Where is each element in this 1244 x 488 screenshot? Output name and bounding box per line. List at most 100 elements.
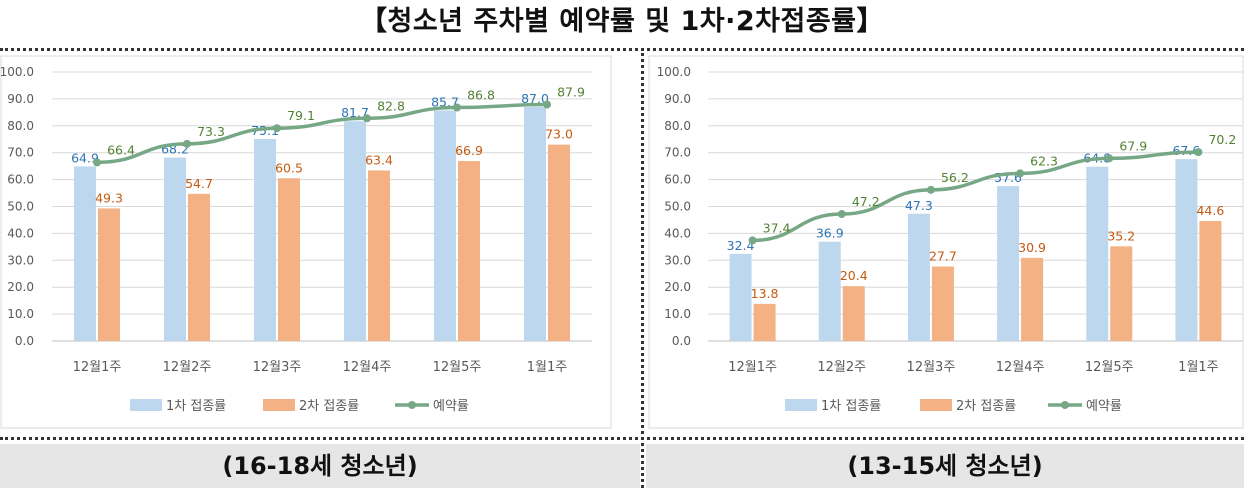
left-x-tick-label: 12월1주: [73, 360, 122, 375]
right-x-tick-label: 12월5주: [1085, 360, 1134, 375]
left-x-tick-label: 12월4주: [343, 360, 392, 375]
right-label-dose1: 36.9: [816, 226, 844, 241]
right-bar-dose2: [931, 266, 954, 341]
left-y-tick-label: 70.0: [7, 146, 34, 160]
right-bar-dose1: [907, 213, 930, 341]
left-x-tick-label: 1월1주: [527, 360, 568, 375]
left-bar-dose1: [74, 166, 96, 341]
left-label-reservation: 82.8: [377, 98, 405, 113]
left-y-tick-label: 40.0: [7, 226, 34, 240]
left-bar-dose2: [548, 144, 570, 341]
right-chart-subtitle: (13-15세 청소년): [847, 452, 1043, 480]
right-y-tick-label: 80.0: [664, 119, 691, 133]
right-label-reservation: 62.3: [1030, 153, 1058, 168]
right-bar-dose1: [1086, 166, 1109, 341]
left-x-tick-label: 12월2주: [163, 360, 212, 375]
left-line-reservation: [95, 102, 549, 165]
left-chart-frame: [0, 55, 612, 429]
right-point-reservation: [1105, 154, 1114, 163]
left-label-dose1: 85.7: [431, 94, 459, 109]
right-bar-dose2: [1110, 246, 1133, 341]
right-x-tick-label: 12월3주: [907, 360, 956, 375]
left-bar-dose1: [524, 106, 546, 341]
left-point-reservation: [543, 100, 551, 109]
left-point-reservation: [453, 103, 461, 112]
right-label-reservation: 37.4: [763, 220, 791, 235]
left-bar-dose1: [434, 110, 456, 341]
left-y-tick-label: 20.0: [7, 280, 34, 294]
left-legend-label-reservation: 예약률: [433, 399, 469, 414]
right-legend-marker-reservation: [1061, 401, 1069, 409]
left-y-tick-label: 80.0: [7, 119, 34, 133]
right-legend-label-dose1: 1차 접종률: [821, 399, 881, 414]
left-bar-dose2: [188, 193, 210, 341]
right-y-tick-label: 20.0: [664, 280, 691, 294]
right-y-tick-label: 60.0: [664, 173, 691, 187]
right-y-tick-label: 30.0: [664, 253, 691, 267]
left-y-tick-label: 10.0: [7, 307, 34, 321]
right-y-tick-label: 70.0: [664, 146, 691, 160]
left-y-tick-label: 60.0: [7, 173, 34, 187]
right-point-reservation: [1194, 148, 1203, 157]
left-label-dose2: 63.4: [365, 152, 393, 167]
left-chart-subtitle: (16-18세 청소년): [222, 452, 418, 480]
left-x-tick-label: 12월3주: [253, 360, 302, 375]
left-label-dose2: 73.0: [545, 127, 573, 142]
left-bar-dose1: [344, 121, 366, 342]
right-bar-dose1: [997, 186, 1020, 341]
left-bar-dose2: [458, 161, 480, 341]
left-label-dose1: 64.9: [71, 150, 99, 165]
left-y-tick-label: 90.0: [7, 92, 34, 106]
right-label-dose2: 20.4: [840, 268, 868, 283]
left-label-dose2: 60.5: [275, 160, 303, 175]
left-label-dose1: 81.7: [341, 105, 369, 120]
left-legend-swatch-dose2: [263, 399, 295, 411]
right-bar-dose2: [842, 286, 865, 341]
right-bar-dose2: [753, 303, 776, 341]
right-y-tick-label: 0.0: [672, 334, 691, 348]
left-label-dose2: 49.3: [95, 190, 123, 205]
left-point-reservation: [93, 158, 101, 167]
left-bar-dose2: [278, 178, 300, 341]
left-bar-dose1: [254, 138, 276, 341]
right-x-tick-label: 12월4주: [996, 360, 1045, 375]
right-x-tick-label: 12월2주: [817, 360, 866, 375]
top-divider: [0, 48, 1244, 51]
right-label-dose1: 47.3: [905, 198, 933, 213]
left-bar-dose1: [164, 157, 186, 341]
left-y-tick-label: 30.0: [7, 253, 34, 267]
right-label-dose2: 27.7: [929, 248, 957, 263]
left-point-reservation: [363, 114, 371, 123]
right-bar-dose1: [818, 241, 841, 341]
right-legend-swatch-dose1: [785, 399, 817, 411]
left-y-tick-label: 0.0: [15, 334, 34, 348]
left-label-dose1: 87.0: [521, 91, 549, 106]
right-legend-label-reservation: 예약률: [1086, 399, 1122, 414]
left-legend-label-dose1: 1차 접종률: [166, 399, 226, 414]
right-chart-frame: [648, 55, 1244, 429]
right-label-reservation: 56.2: [941, 170, 969, 185]
right-point-reservation: [1016, 169, 1025, 178]
left-label-dose2: 66.9: [455, 143, 483, 158]
right-label-reservation: 70.2: [1208, 132, 1236, 147]
left-label-reservation: 87.9: [557, 85, 585, 100]
right-label-dose2: 30.9: [1018, 240, 1046, 255]
right-y-tick-label: 50.0: [664, 200, 691, 214]
right-bar-dose1: [1175, 159, 1198, 341]
center-divider: [641, 48, 644, 488]
left-y-tick-label: 100.0: [0, 65, 34, 79]
right-label-dose1: 32.4: [727, 238, 755, 253]
right-subtitle-bar: [646, 444, 1244, 488]
left-legend-marker-reservation: [408, 401, 416, 409]
left-legend-swatch-dose1: [130, 399, 162, 411]
left-bar-dose2: [368, 170, 390, 341]
left-legend-label-dose2: 2차 접종률: [299, 399, 359, 414]
left-label-reservation: 66.4: [107, 142, 135, 157]
right-y-tick-label: 90.0: [664, 92, 691, 106]
right-y-tick-label: 100.0: [657, 65, 691, 79]
right-bar-dose2: [1199, 221, 1222, 341]
right-x-tick-label: 1월1주: [1178, 360, 1219, 375]
left-label-dose2: 54.7: [185, 176, 213, 191]
right-label-dose2: 13.8: [751, 286, 779, 301]
